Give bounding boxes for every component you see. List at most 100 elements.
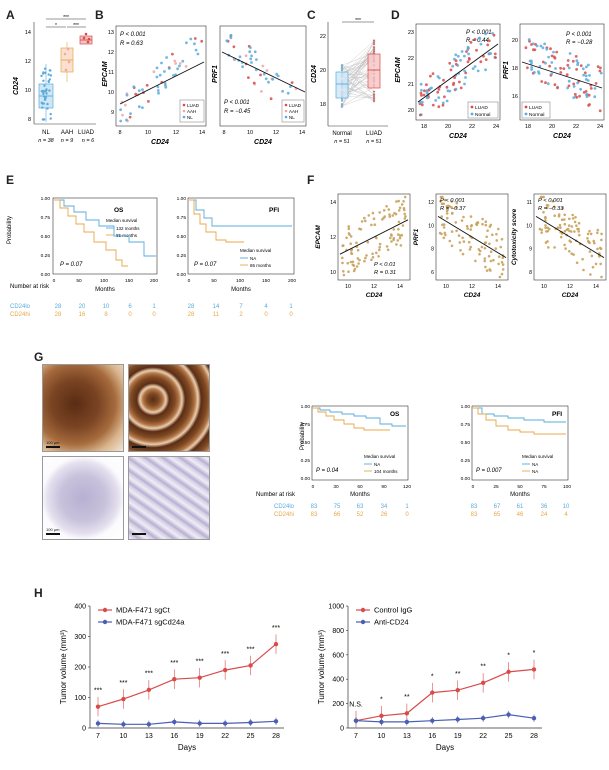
significance-mark: *** [196,658,204,665]
scatter-point [422,93,426,97]
scatter-point [571,213,574,217]
scatter-point [249,57,253,61]
scatter-point [253,50,257,54]
scatter-point [577,227,580,231]
scatter-point [229,36,233,40]
scatter-point [481,217,484,221]
scatter-point [250,54,254,58]
scatter-point [484,241,487,244]
scatter-point [436,90,440,94]
e-xlabel: Months [95,287,115,293]
scatter-point [455,206,458,209]
significance-mark: *** [246,646,254,653]
scatter-point [489,259,493,263]
scatter-point [173,59,177,63]
scatter-point [563,213,566,217]
e-xlabel: Months [231,287,251,293]
scatter-point [524,46,528,50]
scatter-point [575,96,579,99]
ihc-high-high-mag [128,364,210,452]
g-risk-cell: 34 [381,504,388,510]
scatter-point [591,265,595,269]
scatter-point [460,219,464,222]
data-point [146,722,152,727]
scatter-point [582,268,585,272]
scatter-point [454,62,458,66]
scatter-point [528,59,532,63]
data-point [430,690,435,695]
scatter-point [364,219,367,223]
scatter-point [378,245,381,249]
scatter-point [194,48,198,52]
scatter-point [372,46,376,49]
scatter-point [585,93,588,97]
scatter-point [388,215,392,218]
scatter-point [573,92,577,96]
y-tick-label: 1000 [328,604,344,611]
scatter-point [47,73,50,76]
scatter-point [568,250,571,253]
panel-c-paired-boxplot: CD24 18 20 22 *** Normal LUAD n = 51 n =… [311,18,388,145]
scatter-point [466,45,470,49]
scatter-point [542,210,545,214]
scatter-point [442,78,445,82]
f-xtick: 10 [443,284,449,290]
e-legend-item: 132 months [116,226,140,231]
scatter-point [44,90,47,93]
scatter-point [577,230,580,233]
panel-e-survival: Probability 0.00 0.25 0.50 0.75 1.00 OS … [7,196,296,318]
scatter-point [589,87,593,90]
scatter-point [468,57,471,61]
scatter-point [533,48,537,52]
d-ytick: 21 [408,82,414,88]
e-risk-cell: 6 [128,304,132,310]
scatter-point [487,52,491,56]
scatter-point [544,226,547,230]
scatter-point [587,241,591,244]
scatter-point [553,56,557,60]
data-point [379,719,384,725]
f-ytick: 12 [330,235,336,241]
scatter-point [454,59,458,63]
scatter-point [463,82,466,86]
data-point [455,717,460,722]
scatter-point [229,33,233,37]
e-ytick: 0.00 [177,272,187,278]
scatter-point [458,241,462,244]
panel-label-d: D [391,8,400,22]
scatter-point [566,59,570,62]
scatter-point [579,87,582,91]
data-point [95,704,101,709]
b-legend-item: LUAD [289,103,302,108]
x-tick-label: 10 [378,733,386,740]
g-risk-cell: 24 [541,512,548,518]
e-risk-cell: 1 [289,304,293,310]
scale-bar [46,446,60,448]
scatter-point [349,260,353,264]
scatter-point [600,238,603,242]
scatter-point [238,55,242,59]
a-ytick: 10 [25,88,31,94]
scale-bar [132,446,146,448]
legend-marker [102,607,108,613]
scatter-point [244,54,248,58]
b-right-xlabel: CD24 [254,139,272,146]
series-line [97,643,277,708]
scatter-point [348,233,351,236]
scatter-point [41,106,44,109]
g-ytick: 0.00 [301,476,311,482]
scatter-point [420,94,423,97]
g-risk-cell: 83 [471,504,478,510]
scatter-point [420,100,424,104]
scatter-point [448,61,452,65]
d-legend-item: Normal [529,112,544,118]
scatter-point [371,252,374,256]
scatter-point [573,230,576,233]
a-sig: *** [73,23,79,29]
scatter-point [480,245,484,249]
scatter-point [363,216,366,220]
scatter-point [545,206,549,210]
scatter-point [495,239,499,242]
scatter-point [290,81,294,84]
scatter-point [119,119,123,123]
